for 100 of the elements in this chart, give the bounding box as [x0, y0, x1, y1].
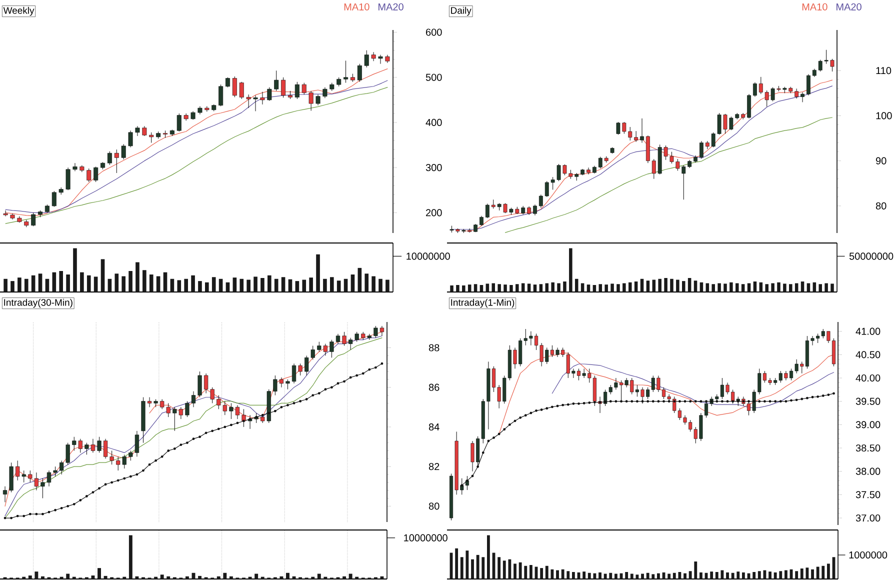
bar	[232, 278, 237, 292]
bar	[550, 569, 554, 579]
bar	[574, 278, 578, 292]
candlestick	[242, 408, 246, 428]
bar	[794, 283, 798, 292]
bar	[191, 275, 195, 292]
candlestick	[380, 326, 384, 336]
bar	[516, 284, 519, 292]
bar	[66, 274, 70, 292]
bar	[688, 278, 692, 292]
bar	[254, 574, 258, 579]
bar	[502, 560, 506, 579]
candlestick	[53, 466, 58, 477]
candlestick	[134, 430, 139, 457]
bar	[114, 274, 119, 292]
bar	[28, 576, 32, 579]
bar	[462, 285, 466, 292]
bar	[795, 571, 798, 579]
candlestick	[66, 442, 70, 465]
bar	[358, 268, 362, 292]
bar	[630, 574, 634, 579]
bar	[350, 274, 355, 292]
candlestick	[204, 373, 208, 394]
bar	[149, 274, 154, 292]
bar	[742, 572, 745, 579]
bar	[700, 282, 704, 292]
bar	[735, 283, 739, 292]
candlestick	[31, 212, 36, 226]
bar	[741, 284, 745, 292]
bar	[800, 281, 804, 292]
bar	[198, 281, 202, 292]
y-tick-label: 38.50	[856, 444, 880, 452]
candlestick	[46, 470, 52, 487]
candlestick	[700, 140, 704, 159]
y-tick-label: 400	[426, 118, 442, 126]
candlestick	[90, 438, 96, 453]
candlestick	[149, 132, 154, 144]
bar	[216, 576, 220, 579]
bar	[789, 284, 792, 292]
y-tick-label: 39.00	[856, 421, 880, 428]
y-tick-label: 100	[876, 112, 892, 120]
bar	[811, 569, 814, 579]
bar	[768, 572, 772, 579]
candlestick	[294, 82, 300, 100]
bar	[816, 566, 820, 579]
bar	[468, 284, 472, 292]
bar	[604, 284, 608, 292]
y-tick-label: 86	[428, 384, 440, 391]
bar	[774, 572, 777, 579]
candlestick	[286, 379, 290, 390]
bar	[731, 572, 734, 579]
bar	[450, 285, 454, 292]
bar	[212, 277, 216, 292]
bar	[712, 284, 715, 292]
candlestick	[107, 151, 112, 166]
bar	[378, 278, 382, 292]
bar	[198, 576, 202, 579]
text: 1000000	[849, 551, 888, 559]
bar	[752, 572, 756, 579]
bar	[572, 572, 575, 579]
bar	[784, 570, 788, 579]
candlestick	[121, 144, 126, 160]
bar	[557, 283, 560, 292]
bar	[652, 280, 656, 292]
bar	[753, 281, 757, 292]
bar	[614, 574, 618, 579]
y-tick-label: 500	[426, 74, 442, 81]
bar	[826, 564, 830, 579]
candlestick	[235, 404, 240, 420]
bar	[498, 284, 501, 292]
bar	[226, 282, 230, 292]
bar	[529, 565, 532, 579]
bar	[539, 284, 543, 292]
bar	[156, 276, 160, 292]
bar	[694, 562, 698, 579]
candlestick	[198, 371, 202, 398]
y-tick-label: 84	[428, 423, 440, 430]
bar	[460, 557, 464, 579]
candlestick	[539, 194, 543, 208]
bar	[670, 278, 674, 292]
bar	[720, 570, 724, 579]
candlestick	[267, 87, 272, 102]
bar	[280, 576, 284, 579]
candlestick	[316, 94, 320, 106]
candlestick	[60, 460, 64, 475]
bar	[302, 280, 306, 292]
y-tick-label: 37.50	[856, 491, 880, 498]
y-tick-label: 40.00	[856, 374, 880, 382]
bar	[246, 280, 250, 292]
bar	[510, 284, 513, 292]
bar	[533, 284, 537, 292]
candlestick	[97, 436, 102, 453]
bar	[706, 283, 710, 292]
bar	[777, 282, 780, 292]
candlestick	[239, 82, 244, 100]
candlestick	[128, 450, 133, 461]
chart-title: Daily	[451, 6, 472, 16]
candlestick	[210, 387, 214, 404]
bar	[609, 572, 612, 579]
candlestick	[52, 190, 56, 208]
